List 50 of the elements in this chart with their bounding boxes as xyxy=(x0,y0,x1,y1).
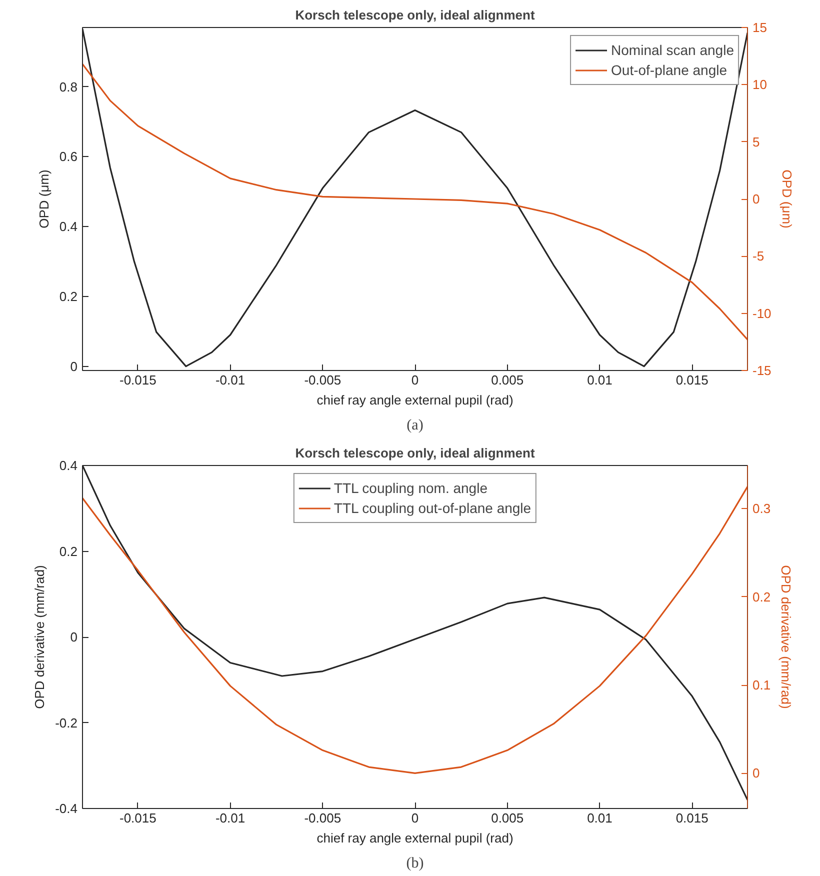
y-tick-label: 0.8 xyxy=(59,79,78,94)
x-tick-label: 0.015 xyxy=(676,372,708,388)
y-axis-title: OPD derivative (mm/rad) xyxy=(32,565,48,709)
y-tick-label: 0 xyxy=(70,630,78,644)
x-axis-title: chief ray angle external pupil (rad) xyxy=(316,392,514,408)
y2-tick-label: 0 xyxy=(752,192,760,206)
text: (b) xyxy=(406,856,424,872)
legend-label: Out-of-plane angle xyxy=(611,62,727,78)
line-series xyxy=(82,63,748,340)
text: (a) xyxy=(406,418,424,434)
x-tick-label: -0.015 xyxy=(119,372,156,388)
y2-tick-label: 0 xyxy=(752,766,760,781)
chart-title: Korsch telescope only, ideal alignment xyxy=(295,446,536,460)
x-tick-label: -0.01 xyxy=(215,372,246,388)
legend-label: Nominal scan angle xyxy=(611,42,734,58)
y-tick-label: -0.4 xyxy=(55,801,78,816)
y-tick-label: -0.2 xyxy=(55,715,78,730)
x-tick-label: -0.005 xyxy=(304,372,342,388)
x-tick-label: -0.015 xyxy=(119,810,156,826)
x-tick-label: -0.005 xyxy=(304,810,342,826)
y-tick-label: 0.4 xyxy=(59,219,78,234)
y2-axis-title: OPD (μm) xyxy=(779,170,794,228)
chart-title: Korsch telescope only, ideal alignment xyxy=(295,8,536,22)
x-tick-label: 0 xyxy=(411,372,419,388)
y2-tick-label: 15 xyxy=(752,20,767,35)
y-tick-label: 0.2 xyxy=(59,288,78,304)
x-tick-label: 0.005 xyxy=(491,372,524,388)
y2-tick-label: -5 xyxy=(752,248,764,264)
x-tick-label: 0.01 xyxy=(587,372,612,388)
y2-tick-label: 0.3 xyxy=(752,501,771,516)
legend-label: TTL coupling out-of-plane angle xyxy=(334,500,532,516)
y-axis-title: OPD (μm) xyxy=(36,170,52,228)
y2-tick-label: 0.2 xyxy=(752,589,771,604)
y-tick-label: 0 xyxy=(70,358,78,374)
y-tick-label: 0.6 xyxy=(59,149,78,164)
y-tick-label: 0.2 xyxy=(59,544,78,559)
x-tick-label: 0.01 xyxy=(587,810,612,826)
x-tick-label: 0.015 xyxy=(676,810,708,826)
y2-tick-label: 0.1 xyxy=(752,678,771,693)
y2-axis-title: OPD derivative (mm/rad) xyxy=(778,565,794,709)
y-tick-label: 0.4 xyxy=(59,458,78,473)
x-tick-label: -0.01 xyxy=(215,810,246,826)
legend-label: TTL coupling nom. angle xyxy=(334,480,488,496)
x-axis-title: chief ray angle external pupil (rad) xyxy=(316,830,514,846)
y2-tick-label: 5 xyxy=(752,134,760,150)
y2-tick-label: -15 xyxy=(752,363,772,378)
x-tick-label: 0 xyxy=(411,810,419,826)
x-tick-label: 0.005 xyxy=(491,810,524,826)
y2-tick-label: -10 xyxy=(752,306,772,321)
y2-tick-label: 10 xyxy=(752,77,767,92)
